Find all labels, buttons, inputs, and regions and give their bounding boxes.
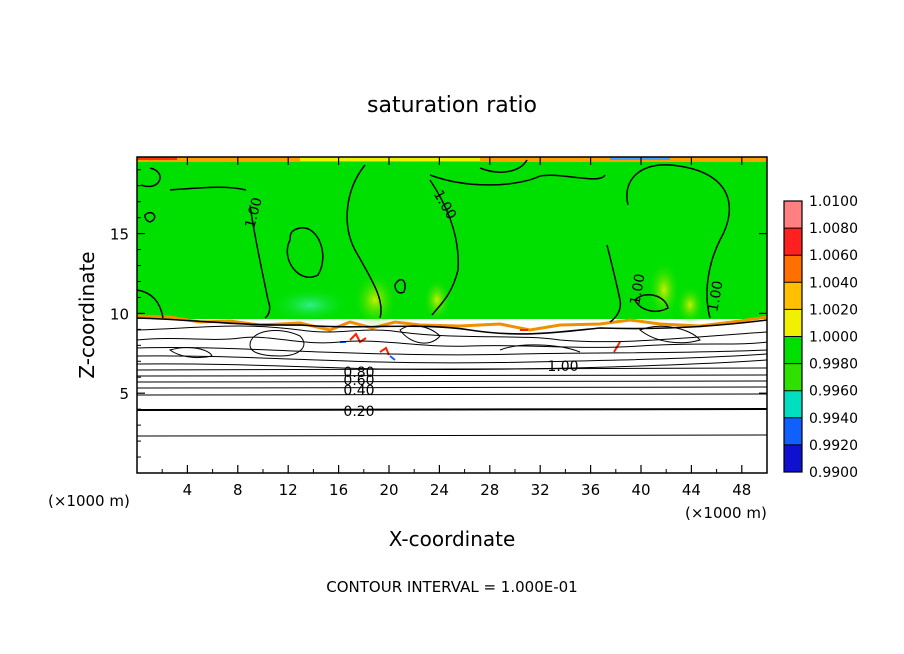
- contour-label: 0.60: [343, 373, 374, 389]
- contour-label: 1.00: [547, 359, 578, 375]
- y-tick-label: 15: [110, 226, 129, 244]
- x-tick-label: 4: [183, 481, 193, 499]
- chart-title: saturation ratio: [367, 93, 537, 118]
- x-tick-label: 40: [631, 481, 650, 499]
- yellow-anomaly: [353, 272, 397, 328]
- colorbar-label: 0.9960: [809, 384, 858, 400]
- x-tick-label: 12: [279, 481, 298, 499]
- top-boundary-yellow: [300, 157, 480, 161]
- colorbar-swatch: [784, 309, 802, 337]
- y-axis-label: Z-coordinate: [75, 251, 99, 378]
- colorbar-label: 0.9900: [809, 465, 858, 481]
- contour-interval-note: CONTOUR INTERVAL = 1.000E-01: [326, 578, 577, 596]
- x-tick-label: 24: [430, 481, 449, 499]
- top-boundary-blue: [610, 157, 670, 160]
- yellow-anomaly: [648, 260, 680, 320]
- colorbar-label: 1.0060: [809, 248, 858, 264]
- colorbar: 1.0100 1.0080 1.0060 1.0040 1.0020 1.0000 0.99…: [783, 194, 858, 481]
- colorbar-swatch: [784, 363, 802, 391]
- colorbar-swatch: [784, 228, 802, 256]
- colorbar-swatch: [784, 201, 802, 229]
- x-tick-label: 20: [379, 481, 398, 499]
- contour-0.20: [137, 408, 767, 411]
- colorbar-swatch: [784, 282, 802, 310]
- y-unit-label: (×1000 m): [48, 492, 130, 510]
- contour-label: 1.00: [627, 273, 648, 306]
- contour-label: 1.00: [705, 280, 726, 313]
- colorbar-label: 0.9940: [809, 411, 858, 427]
- x-unit-label: (×1000 m): [685, 504, 767, 522]
- x-tick-label: 44: [682, 481, 701, 499]
- y-axis: 5 10 15: [110, 169, 767, 458]
- colorbar-label: 0.9920: [809, 438, 858, 454]
- colorbar-label: 1.0040: [809, 275, 858, 291]
- colorbar-label: 1.0000: [809, 330, 858, 346]
- colorbar-label: 1.0020: [809, 302, 858, 318]
- colorbar-label: 1.0080: [809, 221, 858, 237]
- x-tick-label: 28: [480, 481, 499, 499]
- yellow-anomaly: [423, 278, 451, 322]
- x-tick-label: 32: [531, 481, 550, 499]
- colorbar-swatch: [784, 336, 802, 364]
- x-axis: 4 8 12 16 20 24 28 32 36 40 44 48: [161, 157, 768, 499]
- x-tick-label: 8: [233, 481, 243, 499]
- plot-frame: [136, 156, 768, 474]
- x-tick-label: 36: [581, 481, 600, 499]
- y-tick-label: 10: [110, 305, 129, 323]
- colorbar-label: 0.9980: [809, 357, 858, 373]
- speckles: [349, 329, 621, 356]
- cloud-base-boundary: [137, 314, 767, 332]
- colorbar-swatch: [784, 255, 802, 283]
- x-axis-label: X-coordinate: [389, 527, 516, 551]
- cyan-anomaly: [270, 287, 350, 323]
- colorbar-swatch: [784, 417, 802, 445]
- contour-label: 0.20: [343, 404, 374, 420]
- contour-1.00-base: [137, 317, 767, 335]
- contours-upper: [137, 159, 731, 323]
- yellow-anomaly: [676, 285, 704, 325]
- contour-labels: 1.00 1.00 1.00 1.00 1.00 0.80 0.60 0.40 …: [242, 188, 726, 420]
- colorbar-swatch: [784, 444, 802, 472]
- contour-label: 1.00: [242, 196, 266, 230]
- x-tick-label: 16: [329, 481, 348, 499]
- contours-lower: [137, 325, 767, 437]
- x-tick-label: 48: [732, 481, 751, 499]
- y-tick-label: 5: [119, 385, 129, 403]
- colorbar-swatch: [784, 390, 802, 418]
- contour-label: 0.40: [343, 383, 374, 399]
- top-boundary-red: [137, 157, 177, 160]
- colorbar-label: 1.0100: [809, 194, 858, 210]
- contour-label: 0.80: [343, 365, 374, 381]
- plot-area: [137, 157, 767, 473]
